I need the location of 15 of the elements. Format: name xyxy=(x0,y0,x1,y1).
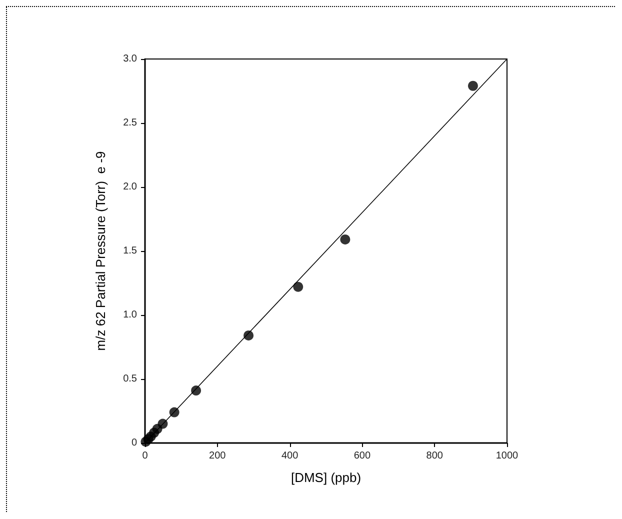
y-tick-label: 0.5 xyxy=(123,374,138,384)
x-tick-label: 400 xyxy=(281,450,299,462)
x-tick-label: 800 xyxy=(426,450,444,462)
y-tick-label: 3.0 xyxy=(123,54,138,64)
y-tick-label: 2.0 xyxy=(123,182,138,192)
y-tick-label: 1.5 xyxy=(123,246,138,256)
x-axis-title: [DMS] (ppb) xyxy=(290,470,362,485)
y-tick-label: 2.5 xyxy=(123,118,138,128)
y-tick-label: 1.0 xyxy=(123,310,138,320)
x-tick-label: 600 xyxy=(354,450,371,462)
x-tick-label: 1000 xyxy=(496,450,519,462)
x-tick-label: 0 xyxy=(142,450,148,462)
x-tick-label: 200 xyxy=(209,450,226,462)
y-tick-label: 0 xyxy=(131,438,138,448)
y-axis-title: m/z 62 Partial Pressure (Torr) e -9 xyxy=(93,151,108,351)
